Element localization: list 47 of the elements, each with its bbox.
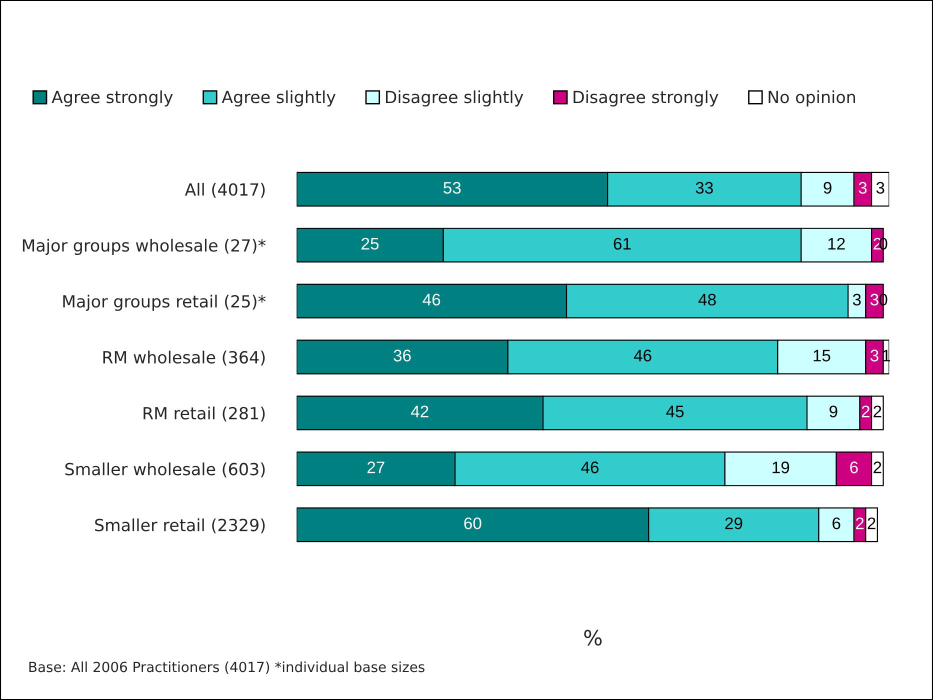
- data-label: 36: [394, 350, 411, 362]
- y-tick-label: RM wholesale (364): [103, 350, 265, 366]
- data-label: 15: [814, 350, 830, 362]
- y-tick-label: All (4017): [184, 182, 265, 198]
- data-label: 2: [874, 406, 882, 418]
- data-label: 6: [850, 462, 858, 474]
- text: Base: All 2006 Practitioners (4017) *individual base sizes: [29, 661, 424, 674]
- data-label: 19: [772, 462, 790, 474]
- legend-label: Disagree slightly: [386, 90, 524, 107]
- data-label: 12: [828, 238, 845, 250]
- y-tick-label: Major groups wholesale (27)*: [22, 238, 266, 255]
- data-label: 2: [862, 406, 870, 418]
- data-label: 9: [830, 406, 838, 418]
- data-label: 9: [824, 182, 832, 194]
- data-label: 3: [870, 350, 878, 362]
- legend-label: Disagree strongly: [574, 90, 718, 107]
- data-label: 46: [422, 294, 440, 306]
- data-label: 61: [614, 238, 631, 250]
- data-label: 3: [852, 294, 861, 306]
- data-label: 2: [856, 517, 864, 530]
- data-label: 0: [879, 238, 888, 250]
- y-tick-label: Smaller wholesale (603): [65, 462, 265, 478]
- data-label: 2: [868, 517, 876, 530]
- legend-label: No opinion: [768, 90, 856, 107]
- data-label: 25: [362, 238, 379, 250]
- data-label: 0: [879, 294, 888, 306]
- y-tick-label: Major groups retail (25)*: [63, 294, 266, 311]
- data-label: 3: [858, 182, 867, 194]
- data-label: 46: [581, 462, 599, 474]
- data-label: 27: [367, 462, 384, 474]
- data-label: 48: [698, 294, 716, 306]
- x-axis-title: %: [584, 630, 602, 646]
- y-tick-label: Smaller retail (2329): [95, 518, 265, 534]
- data-label: 3: [876, 182, 884, 194]
- data-label: 53: [444, 182, 461, 194]
- data-label: 45: [666, 406, 684, 418]
- data-label: 6: [832, 517, 840, 530]
- legend-label: Agree slightly: [222, 90, 336, 107]
- data-label: 29: [725, 517, 742, 530]
- y-tick-label: RM retail (281): [144, 406, 265, 422]
- legend-label: Agree strongly: [52, 90, 173, 107]
- data-label: 3: [870, 294, 878, 306]
- data-label: 42: [410, 406, 428, 418]
- data-label: 2: [874, 462, 882, 474]
- data-label: 60: [464, 517, 482, 530]
- data-label: 46: [634, 350, 652, 362]
- data-label: 33: [696, 182, 713, 194]
